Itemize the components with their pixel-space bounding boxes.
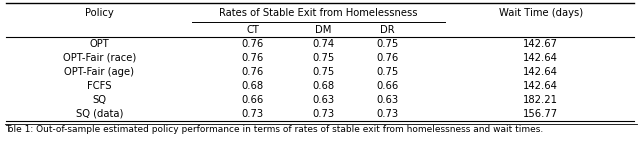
Text: 0.73: 0.73: [312, 109, 334, 119]
Text: 0.75: 0.75: [312, 53, 334, 63]
Text: 0.63: 0.63: [312, 95, 334, 105]
Text: T: T: [5, 125, 10, 134]
Text: 142.64: 142.64: [524, 81, 558, 91]
Text: 0.75: 0.75: [376, 67, 398, 77]
Text: OPT: OPT: [90, 39, 109, 49]
Text: 0.73: 0.73: [242, 109, 264, 119]
Text: 142.67: 142.67: [524, 39, 558, 49]
Text: 0.75: 0.75: [312, 67, 334, 77]
Text: DM: DM: [315, 25, 332, 35]
Text: OPT-Fair (age): OPT-Fair (age): [64, 67, 134, 77]
Text: ole 1: Out-of-sample estimated policy performance in terms of rates of stable ex: ole 1: Out-of-sample estimated policy pe…: [8, 125, 543, 134]
Text: 142.64: 142.64: [524, 53, 558, 63]
Text: 0.73: 0.73: [376, 109, 398, 119]
Text: 0.76: 0.76: [242, 39, 264, 49]
Text: 0.75: 0.75: [376, 39, 398, 49]
Text: CT: CT: [246, 25, 259, 35]
Text: Wait Time (days): Wait Time (days): [499, 8, 583, 18]
Text: DR: DR: [380, 25, 394, 35]
Text: SQ: SQ: [92, 95, 106, 105]
Text: 0.68: 0.68: [312, 81, 334, 91]
Text: 0.76: 0.76: [242, 67, 264, 77]
Text: OPT-Fair (race): OPT-Fair (race): [63, 53, 136, 63]
Text: 0.66: 0.66: [376, 81, 398, 91]
Text: Policy: Policy: [85, 8, 113, 18]
Text: 0.68: 0.68: [242, 81, 264, 91]
Text: 0.63: 0.63: [376, 95, 398, 105]
Text: 182.21: 182.21: [524, 95, 558, 105]
Text: Rates of Stable Exit from Homelessness: Rates of Stable Exit from Homelessness: [219, 8, 417, 18]
Text: FCFS: FCFS: [87, 81, 111, 91]
Text: 142.64: 142.64: [524, 67, 558, 77]
Text: 156.77: 156.77: [524, 109, 558, 119]
Text: 0.74: 0.74: [312, 39, 334, 49]
Text: SQ (data): SQ (data): [76, 109, 123, 119]
Text: 0.76: 0.76: [376, 53, 398, 63]
Text: 0.66: 0.66: [242, 95, 264, 105]
Text: 0.76: 0.76: [242, 53, 264, 63]
